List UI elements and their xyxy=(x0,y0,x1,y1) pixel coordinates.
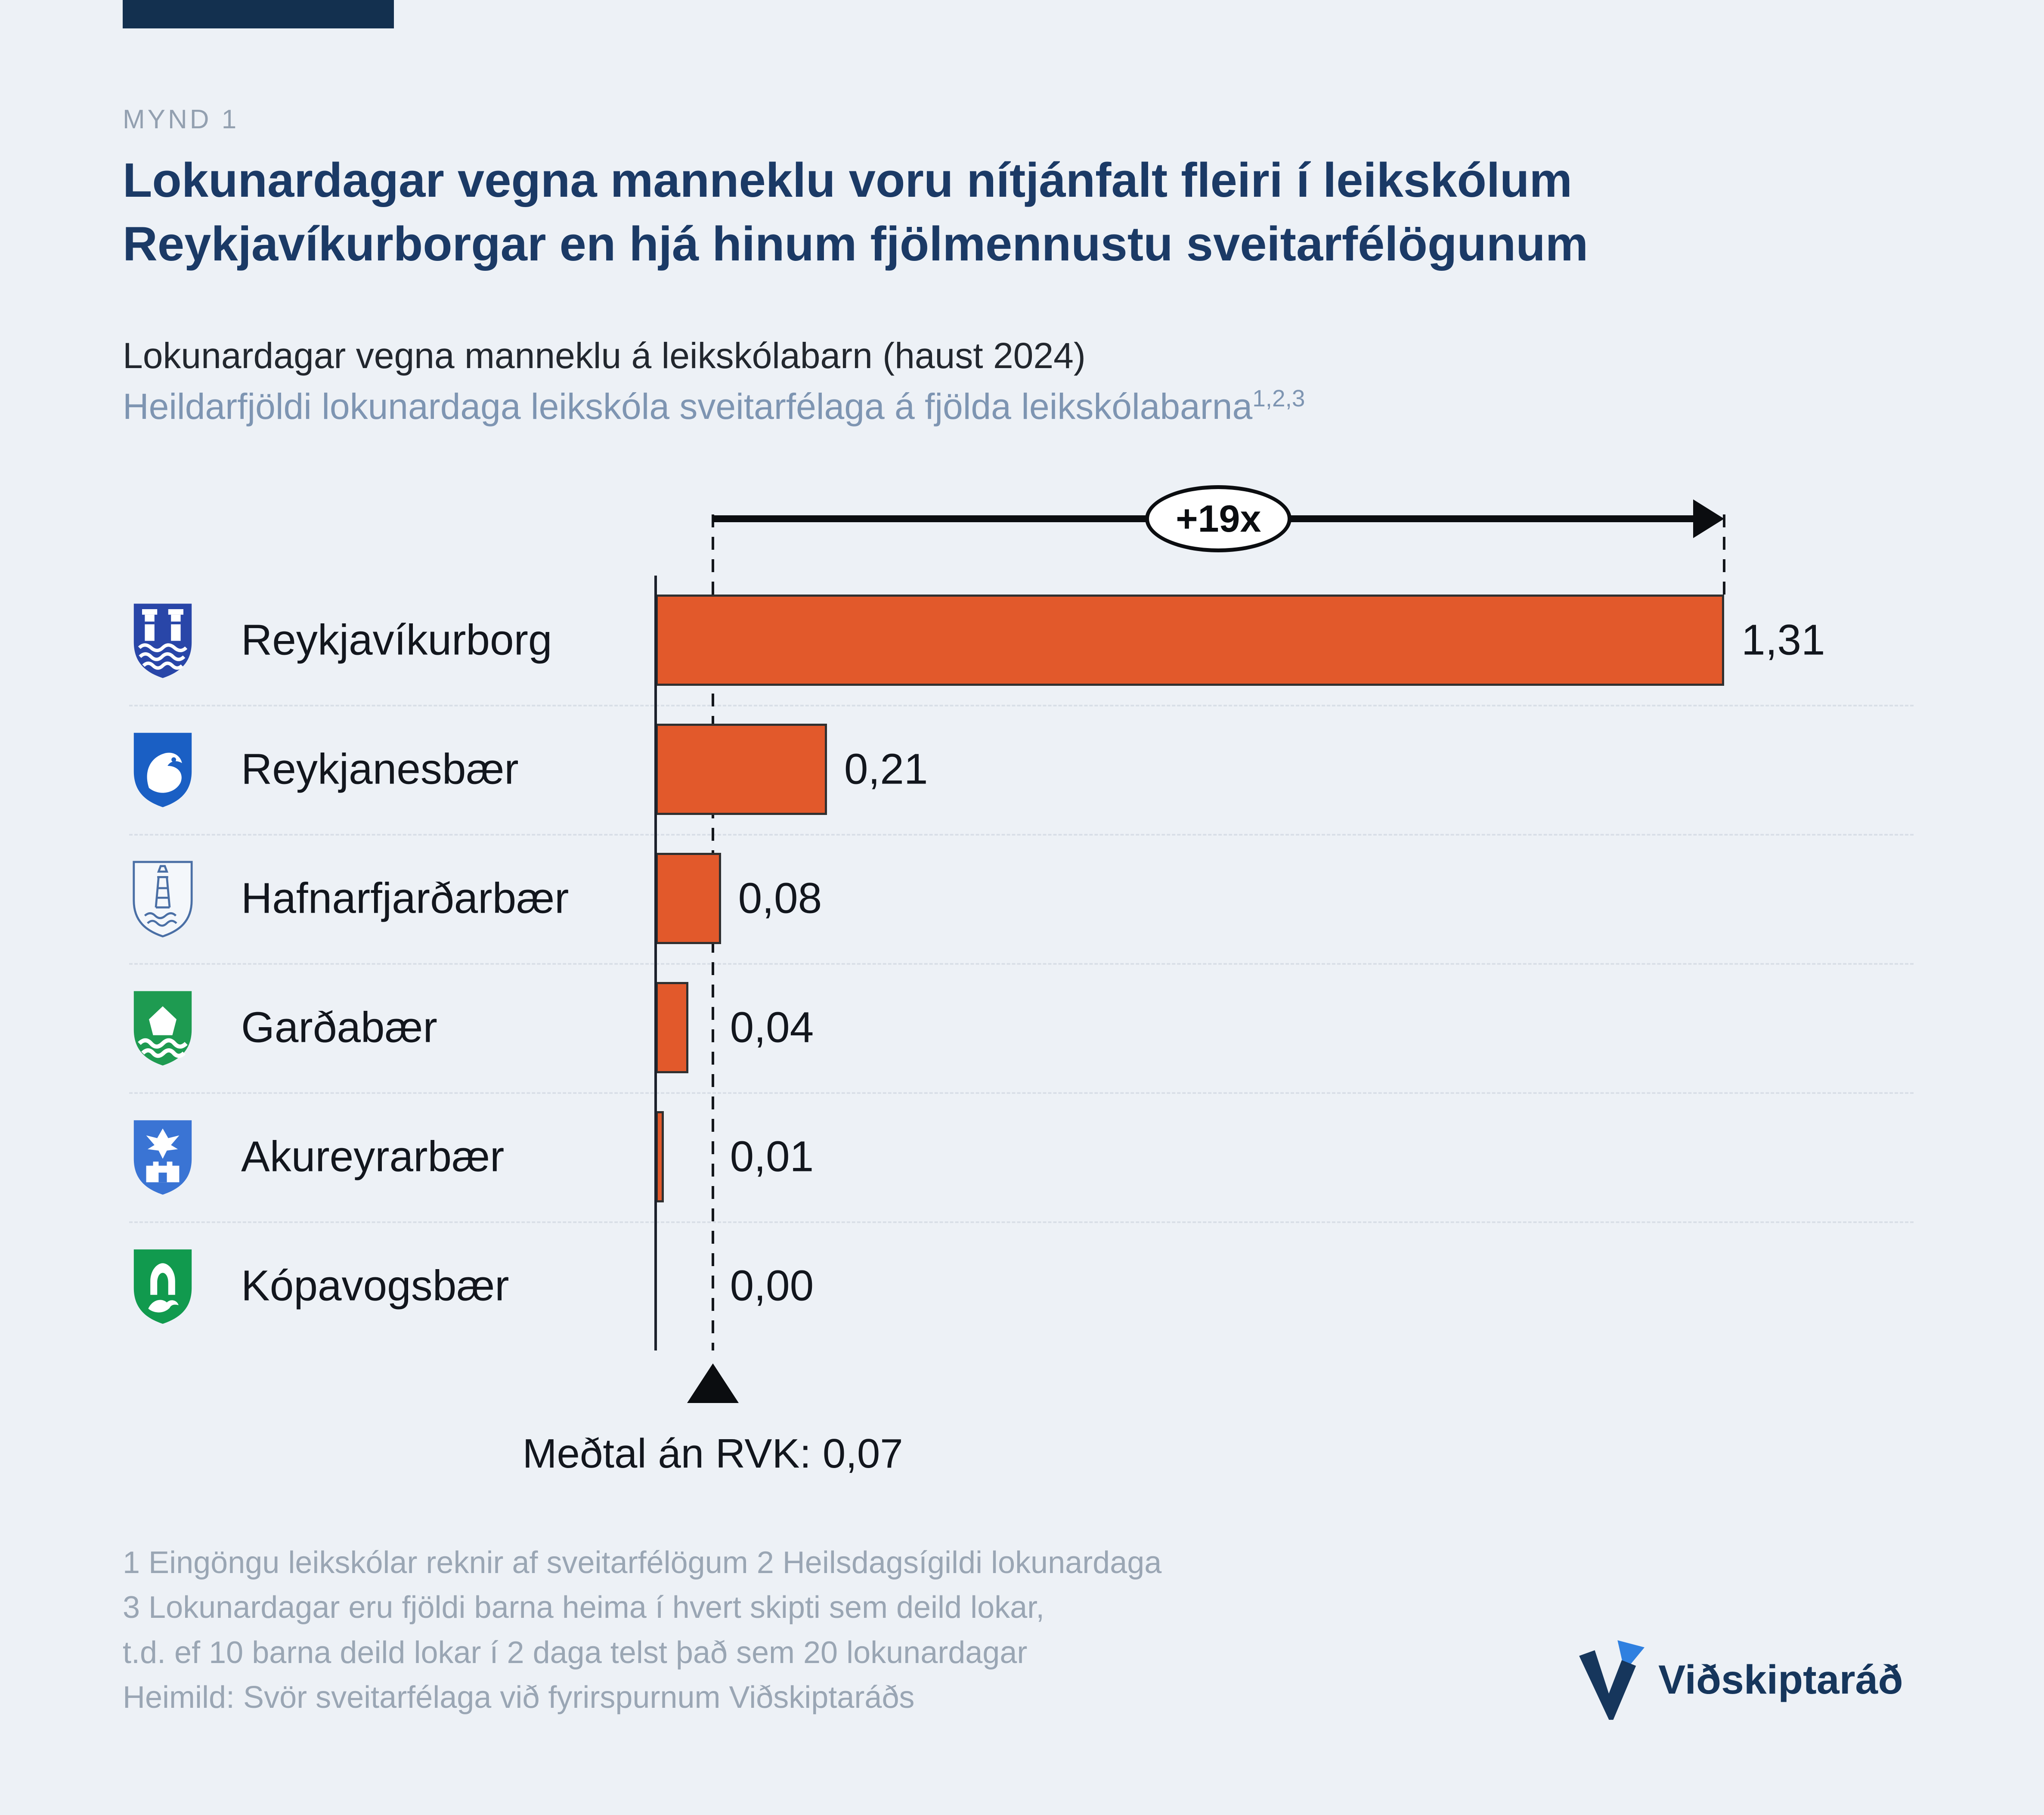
brand-accent-bar xyxy=(123,0,394,28)
hafnarfjardarbaer-coat-of-arms-icon xyxy=(128,858,197,939)
page-title-line1: Lokunardagar vegna manneklu voru nítjánf… xyxy=(123,153,1573,207)
municipality-label: Kópavogsbær xyxy=(241,1261,509,1310)
row-separator xyxy=(129,963,1914,965)
page-title: Lokunardagar vegna manneklu voru nítjánf… xyxy=(123,149,1588,276)
footnote-superscript: 1,2,3 xyxy=(1252,385,1305,412)
footnotes: 1 Eingöngu leikskólar reknir af sveitarf… xyxy=(123,1540,1161,1720)
chart-row: Kópavogsbær 0,00 xyxy=(0,1221,2044,1350)
chart-row: Garðabær 0,04 xyxy=(0,963,2044,1092)
multiplier-arrow-head-icon xyxy=(1693,499,1724,538)
reykjanesbaer-coat-of-arms-icon xyxy=(128,728,197,810)
chart-subtitle-secondary-text: Heildarfjöldi lokunardaga leikskóla svei… xyxy=(123,386,1253,427)
chart-row: Reykjanesbær 0,21 xyxy=(0,705,2044,834)
mean-marker-triangle-icon xyxy=(687,1363,739,1403)
page-title-line2: Reykjavíkurborgar en hjá hinum fjölmennu… xyxy=(123,217,1589,271)
bar xyxy=(656,724,827,815)
bar-value-label: 1,31 xyxy=(1741,616,1825,664)
source-line: Heimild: Svör sveitarfélaga við fyrirspu… xyxy=(123,1680,915,1715)
bar-value-label: 0,04 xyxy=(730,1003,814,1052)
bar-value-label: 0,08 xyxy=(738,874,822,923)
kopavogsbaer-coat-of-arms-icon xyxy=(128,1245,197,1327)
municipality-label: Garðabær xyxy=(241,1003,437,1052)
row-separator xyxy=(129,705,1914,706)
row-separator xyxy=(129,1221,1914,1223)
brand-name: Viðskiptaráð xyxy=(1658,1657,1903,1703)
max-bar-dashed-line xyxy=(1723,514,1725,598)
footnote-line: t.d. ef 10 barna deild lokar í 2 daga te… xyxy=(123,1635,1028,1670)
bar xyxy=(656,982,688,1073)
municipality-label: Reykjavíkurborg xyxy=(241,616,552,664)
chart-subtitle-primary: Lokunardagar vegna manneklu á leikskólab… xyxy=(123,335,1086,376)
chart-subtitle-secondary: Heildarfjöldi lokunardaga leikskóla svei… xyxy=(123,384,1305,427)
bar xyxy=(656,595,1724,686)
bar xyxy=(656,853,721,944)
reykjavikurborg-coat-of-arms-icon xyxy=(128,599,197,681)
akureyrarbaer-coat-of-arms-icon xyxy=(128,1116,197,1198)
row-separator xyxy=(129,834,1914,836)
brand-logo: Viðskiptaráð xyxy=(1573,1636,1903,1724)
figure-number: MYND 1 xyxy=(123,105,239,134)
chart-row: Akureyrarbær 0,01 xyxy=(0,1092,2044,1221)
mean-label: Meðtal án RVK: 0,07 xyxy=(522,1431,903,1477)
row-separator xyxy=(129,1092,1914,1094)
gardabaer-coat-of-arms-icon xyxy=(128,987,197,1069)
bar-value-label: 0,00 xyxy=(730,1261,814,1310)
bar-value-label: 0,01 xyxy=(730,1132,814,1181)
municipality-label: Akureyrarbær xyxy=(241,1132,505,1181)
multiplier-label: +19x xyxy=(1176,497,1261,540)
footnote-line: 3 Lokunardagar eru fjöldi barna heima í … xyxy=(123,1590,1045,1625)
bar-value-label: 0,21 xyxy=(844,745,928,793)
chart-row: Hafnarfjarðarbær 0,08 xyxy=(0,834,2044,963)
footnote-line: 1 Eingöngu leikskólar reknir af sveitarf… xyxy=(123,1546,1162,1580)
vidskiptarad-logo-icon xyxy=(1573,1636,1644,1724)
municipality-label: Reykjanesbær xyxy=(241,745,519,793)
multiplier-badge: +19x xyxy=(1145,485,1292,552)
y-axis-line xyxy=(654,576,657,1350)
chart-row: Reykjavíkurborg 1,31 xyxy=(0,576,2044,705)
municipality-label: Hafnarfjarðarbær xyxy=(241,874,569,923)
